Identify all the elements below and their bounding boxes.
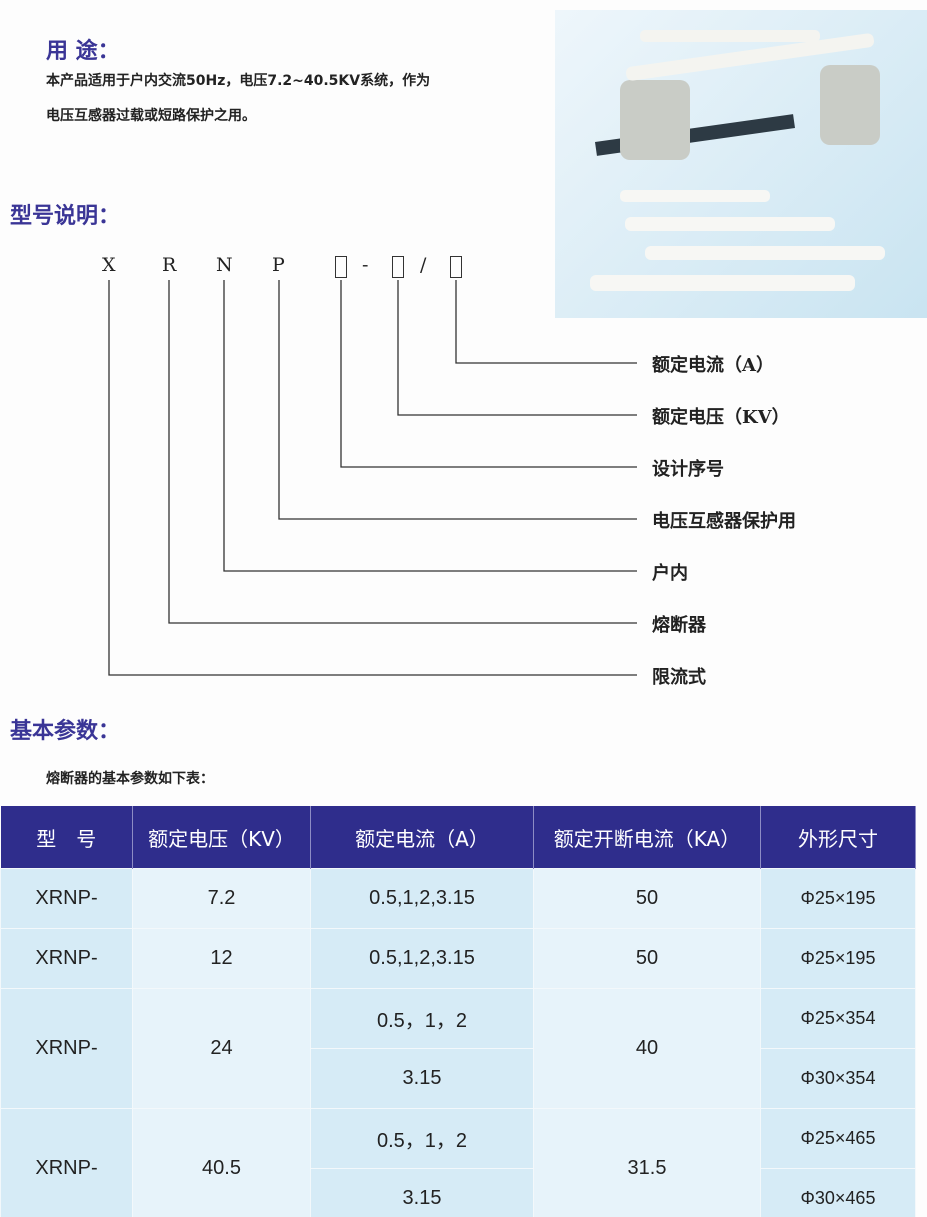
cell-size: Φ30×465 xyxy=(760,1168,916,1217)
code-box-voltage xyxy=(392,256,404,278)
cell-size: Φ25×195 xyxy=(760,928,916,989)
table-row: XRNP- 40.5 0.5，1，2 31.5 Φ25×465 xyxy=(0,1108,916,1217)
cell-current: 3.15 xyxy=(310,1048,534,1109)
cell-breaking: 40 xyxy=(533,988,761,1109)
label-indoor: 户内 xyxy=(652,563,688,584)
product-photo xyxy=(555,10,927,318)
usage-line-2: 电压互感器过载或短路保护之用。 xyxy=(46,108,256,124)
label-design-number: 设计序号 xyxy=(652,459,724,480)
code-letter-p: P xyxy=(272,254,285,276)
table-header-row: 型 号 额定电压（KV） 额定电流（A） 额定开断电流（KA） 外形尺寸 xyxy=(0,806,916,869)
cell-current: 0.5,1,2,3.15 xyxy=(310,868,534,929)
cell-voltage: 7.2 xyxy=(132,868,311,929)
cell-size: Φ25×465 xyxy=(760,1108,916,1169)
code-separator-slash: / xyxy=(420,254,427,276)
code-letter-n: N xyxy=(216,254,233,276)
cell-voltage: 12 xyxy=(132,928,311,989)
cell-current: 3.15 xyxy=(310,1168,534,1217)
usage-heading: 用 途： xyxy=(46,38,120,64)
usage-line-1: 本产品适用于户内交流50Hz，电压7.2~40.5KV系统，作为 xyxy=(46,73,431,89)
table-row: XRNP- 7.2 0.5,1,2,3.15 50 Φ25×195 xyxy=(0,868,916,929)
model-connector-lines xyxy=(108,280,637,676)
cell-size: Φ25×195 xyxy=(760,868,916,929)
code-box-current xyxy=(450,256,462,278)
label-pt-protection: 电压互感器保护用 xyxy=(652,511,796,532)
table-row: 3.15 Φ30×465 xyxy=(1,1168,916,1217)
params-intro: 熔断器的基本参数如下表： xyxy=(46,771,214,787)
cell-size: Φ30×354 xyxy=(760,1048,916,1109)
code-letter-x: X xyxy=(102,254,116,276)
table-row: XRNP- 24 0.5，1，2 40 Φ25×354 xyxy=(0,988,916,1109)
cell-current: 0.5，1，2 xyxy=(310,988,534,1049)
code-separator-dash: - xyxy=(362,254,369,276)
cell-current: 0.5,1,2,3.15 xyxy=(310,928,534,989)
cell-voltage: 40.5 xyxy=(132,1108,311,1217)
cell-model: XRNP- xyxy=(0,1108,133,1217)
model-heading: 型号说明： xyxy=(10,203,121,229)
cell-breaking: 50 xyxy=(533,928,761,989)
cell-model: XRNP- xyxy=(0,928,133,989)
label-fuse: 熔断器 xyxy=(652,615,706,636)
code-box-design xyxy=(335,256,347,278)
header-current: 额定电流（A） xyxy=(310,806,534,869)
cell-breaking: 31.5 xyxy=(533,1108,761,1217)
header-model: 型 号 xyxy=(0,806,133,869)
header-voltage: 额定电压（KV） xyxy=(132,806,311,869)
cell-current: 0.5，1，2 xyxy=(310,1108,534,1169)
cell-size: Φ25×354 xyxy=(760,988,916,1049)
cell-breaking: 50 xyxy=(533,868,761,929)
code-letter-r: R xyxy=(162,254,177,276)
label-current-limiting: 限流式 xyxy=(652,667,706,688)
cell-voltage: 24 xyxy=(132,988,311,1109)
fuse-illustration xyxy=(590,30,885,291)
label-rated-current: 额定电流（A） xyxy=(652,355,774,376)
params-heading: 基本参数： xyxy=(10,718,121,744)
header-size: 外形尺寸 xyxy=(760,806,916,869)
label-rated-voltage: 额定电压（KV） xyxy=(652,407,790,428)
cell-model: XRNP- xyxy=(0,988,133,1109)
cell-model: XRNP- xyxy=(0,868,133,929)
table-row: XRNP- 12 0.5,1,2,3.15 50 Φ25×195 xyxy=(0,928,916,989)
parameters-table: 型 号 额定电压（KV） 额定电流（A） 额定开断电流（KA） 外形尺寸 XRN… xyxy=(0,806,916,1217)
header-breaking: 额定开断电流（KA） xyxy=(533,806,761,869)
table-row: 3.15 Φ30×354 xyxy=(1,1048,916,1109)
